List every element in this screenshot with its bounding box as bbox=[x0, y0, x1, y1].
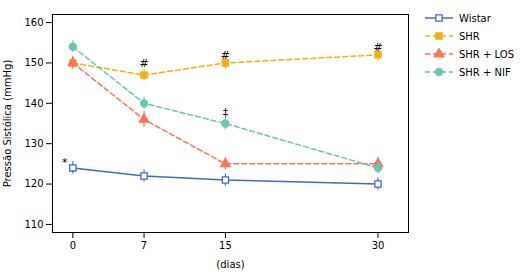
html-text:Wistar: Wistar bbox=[459, 12, 491, 24]
svg-text:‡: ‡ bbox=[223, 106, 229, 119]
svg-text:110: 110 bbox=[24, 219, 43, 230]
svg-text:150: 150 bbox=[24, 57, 43, 68]
svg-text:(dias): (dias) bbox=[216, 259, 244, 270]
svg-text:130: 130 bbox=[24, 138, 43, 149]
svg-text:140: 140 bbox=[24, 98, 43, 109]
svg-text:160: 160 bbox=[24, 17, 43, 28]
svg-text:15: 15 bbox=[219, 240, 232, 251]
svg-text:*: * bbox=[62, 156, 68, 169]
html-text:SHR: SHR bbox=[459, 30, 480, 42]
svg-text:30: 30 bbox=[372, 240, 385, 251]
svg-text:#: # bbox=[373, 41, 382, 54]
svg-text:0: 0 bbox=[70, 240, 76, 251]
svg-text:Pressão Sistólica (mmHg): Pressão Sistólica (mmHg) bbox=[2, 60, 13, 188]
html-text:SHR + LOS: SHR + LOS bbox=[459, 48, 514, 60]
svg-text:7: 7 bbox=[141, 240, 147, 251]
svg-text:120: 120 bbox=[24, 178, 43, 189]
svg-text:#: # bbox=[221, 49, 230, 62]
svg-text:#: # bbox=[139, 57, 148, 70]
html-text:SHR + NIF: SHR + NIF bbox=[459, 66, 511, 78]
